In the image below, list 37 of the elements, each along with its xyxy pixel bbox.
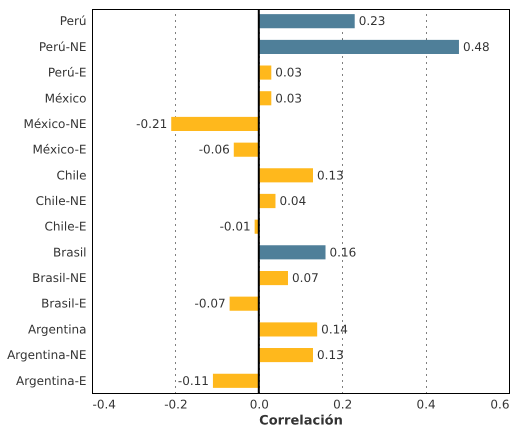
y-tick-label: Argentina-NE — [7, 348, 86, 362]
y-tick-label: Brasil — [53, 245, 86, 260]
y-tick-label: México-NE — [23, 116, 86, 131]
y-tick-label: México-E — [32, 142, 86, 157]
data-label: 0.48 — [462, 40, 490, 54]
y-tick-label: Brasil-NE — [32, 271, 86, 286]
data-label: 0.13 — [317, 348, 344, 362]
x-tick-label: -0.2 — [164, 398, 188, 412]
x-tick-label: 0.2 — [333, 398, 352, 412]
data-label: 0.13 — [317, 168, 344, 182]
data-label: -0.21 — [136, 116, 168, 131]
x-tick-label: 0.4 — [416, 398, 436, 412]
x-tick-label: -0.4 — [92, 398, 116, 412]
x-tick-label: 0.0 — [250, 398, 269, 412]
y-tick-label: Perú — [60, 14, 86, 28]
x-tick-label: 0.6 — [490, 398, 510, 412]
y-tick-label: México — [44, 91, 86, 106]
y-tick-label: Argentina — [28, 322, 86, 336]
data-label: 0.14 — [321, 322, 348, 336]
y-tick-label: Brasil-E — [41, 296, 86, 311]
data-label: -0.01 — [220, 220, 251, 234]
data-label: -0.11 — [178, 374, 209, 388]
data-label: 0.07 — [292, 271, 319, 286]
x-axis-title: Correlación — [259, 414, 343, 428]
y-tick-label: Argentina-E — [16, 374, 86, 388]
data-label: -0.07 — [194, 296, 226, 311]
data-label: 0.16 — [330, 245, 356, 260]
data-label: 0.03 — [275, 66, 302, 80]
y-tick-label: Chile-E — [44, 220, 86, 234]
data-label: 0.04 — [279, 194, 306, 208]
data-label: -0.06 — [198, 142, 230, 157]
data-label: 0.23 — [358, 14, 386, 28]
data-label: 0.03 — [275, 91, 302, 106]
y-tick-label: Perú-NE — [38, 40, 86, 54]
y-tick-label: Chile — [56, 168, 86, 182]
y-tick-label: Chile-NE — [36, 194, 86, 208]
y-tick-label: Perú-E — [48, 66, 86, 80]
